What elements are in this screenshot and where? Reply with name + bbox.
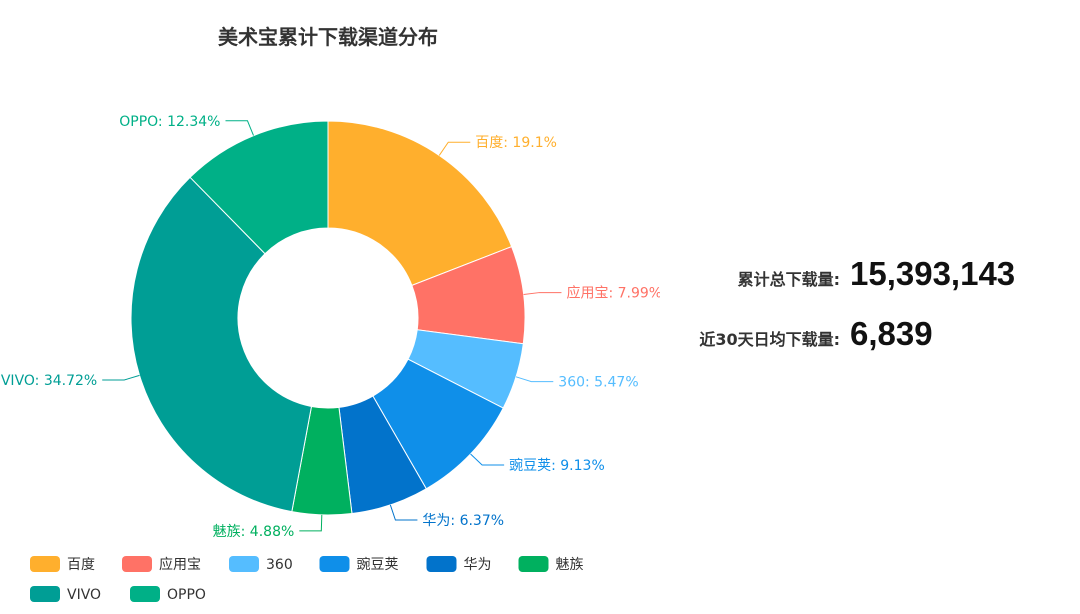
legend-swatch: [130, 586, 160, 602]
slice-label-360: 360: 5.47%: [558, 375, 638, 391]
slice-label-魅族: 魅族: 4.88%: [213, 524, 295, 540]
leader-line-华为: [389, 504, 418, 521]
legend-label: 360: [266, 557, 293, 573]
legend-swatch: [518, 556, 549, 572]
slice-label-百度: 百度: 19.1%: [475, 135, 557, 151]
legend-label: OPPO: [167, 587, 206, 603]
leader-line-魅族: [299, 514, 323, 532]
daily-avg-row: 近30天日均下载量: 6,839: [640, 315, 1070, 353]
total-downloads-label: 累计总下载量:: [737, 270, 840, 289]
leader-line-应用宝: [523, 292, 562, 295]
leader-line-豌豆荚: [470, 453, 505, 466]
legend-item-豌豆荚[interactable]: 豌豆荚: [319, 556, 399, 573]
legend: 百度 应用宝 360 豌豆荚 华为 魅族 VIVO OPPO: [30, 556, 584, 603]
legend-swatch: [122, 556, 152, 572]
daily-avg-label: 近30天日均下载量:: [699, 330, 840, 349]
daily-avg-value: 6,839: [850, 315, 933, 352]
donut-chart: 美术宝累计下载渠道分布 百度: 19.1% 应用宝: 7.99% 360: 5.47…: [1, 25, 660, 603]
total-downloads-value: 15,393,143: [850, 255, 1016, 292]
legend-swatch: [426, 556, 457, 572]
leader-line-360: [515, 376, 554, 383]
legend-swatch: [229, 556, 259, 572]
slice-label-应用宝: 应用宝: 7.99%: [566, 285, 660, 302]
legend-label: 豌豆荚: [357, 556, 399, 573]
slice-百度[interactable]: [327, 120, 513, 287]
slice-label-华为: 华为: 6.37%: [422, 513, 504, 529]
labels-group: 百度: 19.1% 应用宝: 7.99% 360: 5.47% 豌豆荚: 9.13% 华…: [1, 114, 660, 540]
legend-swatch: [30, 556, 60, 572]
legend-label: 百度: [67, 557, 95, 573]
legend-item-百度[interactable]: 百度: [30, 556, 95, 573]
slice-label-vivo: VIVO: 34.72%: [1, 373, 97, 389]
legend-swatch: [30, 586, 60, 602]
legend-item-vivo[interactable]: VIVO: [30, 586, 101, 603]
legend-item-魅族[interactable]: 魅族: [518, 556, 584, 573]
legend-item-oppo[interactable]: OPPO: [130, 586, 206, 603]
slice-label-oppo: OPPO: 12.34%: [119, 114, 220, 130]
legend-item-华为[interactable]: 华为: [426, 556, 492, 573]
slices-group: [130, 120, 526, 516]
chart-title: 美术宝累计下载渠道分布: [218, 25, 438, 49]
legend-item-360[interactable]: 360: [229, 556, 293, 573]
slice-label-豌豆荚: 豌豆荚: 9.13%: [509, 457, 605, 474]
legend-label: 魅族: [556, 557, 584, 573]
leader-line-oppo: [225, 120, 254, 136]
leader-line-vivo: [102, 374, 140, 381]
legend-item-应用宝[interactable]: 应用宝: [122, 556, 201, 573]
legend-label: VIVO: [67, 587, 101, 603]
legend-label: 华为: [464, 557, 492, 573]
total-downloads-row: 累计总下载量: 15,393,143: [640, 255, 1070, 293]
leader-line-百度: [438, 141, 471, 156]
slice-vivo[interactable]: [130, 176, 313, 513]
legend-swatch: [319, 556, 350, 572]
legend-label: 应用宝: [159, 556, 201, 573]
slice-oppo[interactable]: [189, 120, 329, 255]
stats-panel: 累计总下载量: 15,393,143 近30天日均下载量: 6,839: [640, 255, 1070, 375]
